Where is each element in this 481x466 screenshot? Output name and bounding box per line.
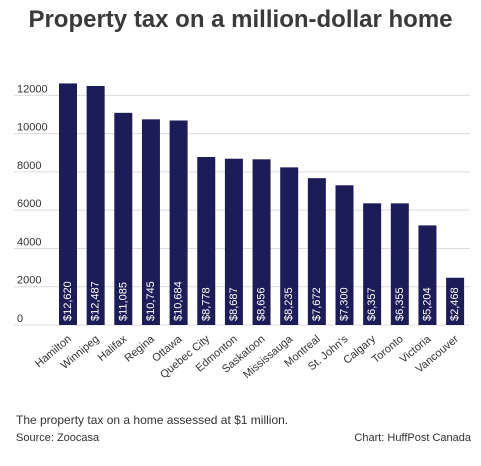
bar: [86, 85, 105, 325]
source-note: Source: Zoocasa: [16, 432, 100, 444]
bar: [197, 156, 216, 325]
data-label: $8,235: [283, 287, 295, 321]
data-label: $11,085: [117, 282, 129, 321]
y-tick-label: 10000: [17, 122, 48, 134]
bar: [335, 185, 354, 325]
bar: [141, 119, 160, 325]
bar: [446, 277, 465, 325]
bar: [114, 112, 133, 325]
bar: [59, 83, 77, 325]
y-tick-label: 12000: [17, 83, 48, 95]
y-tick-label: 2000: [17, 275, 41, 287]
chart-title: Property tax on a million-dollar home: [28, 6, 453, 33]
data-label: $6,355: [394, 287, 406, 321]
bar: [280, 167, 299, 325]
data-label: $2,468: [449, 287, 461, 321]
chart-credit: Chart: HuffPost Canada: [354, 432, 471, 444]
data-label: $10,684: [173, 281, 185, 321]
data-label: $10,745: [145, 281, 157, 321]
data-label: $8,778: [200, 287, 212, 321]
bar: [252, 159, 271, 325]
y-tick-label: 4000: [17, 236, 41, 248]
bar: [307, 178, 326, 325]
y-tick-label: 8000: [17, 160, 41, 172]
x-tick-label: Regina: [122, 333, 157, 365]
bar: [418, 225, 437, 325]
data-label: $6,357: [366, 287, 378, 321]
data-label: $12,487: [90, 281, 102, 321]
chart-caption: The property tax on a home assessed at $…: [16, 413, 289, 427]
bar: [224, 158, 243, 325]
data-label: $7,300: [339, 287, 351, 321]
data-label: $8,656: [256, 287, 268, 321]
bar: [169, 120, 188, 326]
y-tick-label: 0: [17, 313, 23, 325]
data-label: $8,687: [228, 287, 240, 321]
y-tick-label: 6000: [17, 198, 41, 210]
bar: [363, 203, 382, 325]
bar: [390, 203, 409, 325]
data-label: $5,204: [421, 287, 433, 321]
data-label: $12,620: [62, 281, 74, 321]
data-label: $7,672: [311, 287, 323, 321]
